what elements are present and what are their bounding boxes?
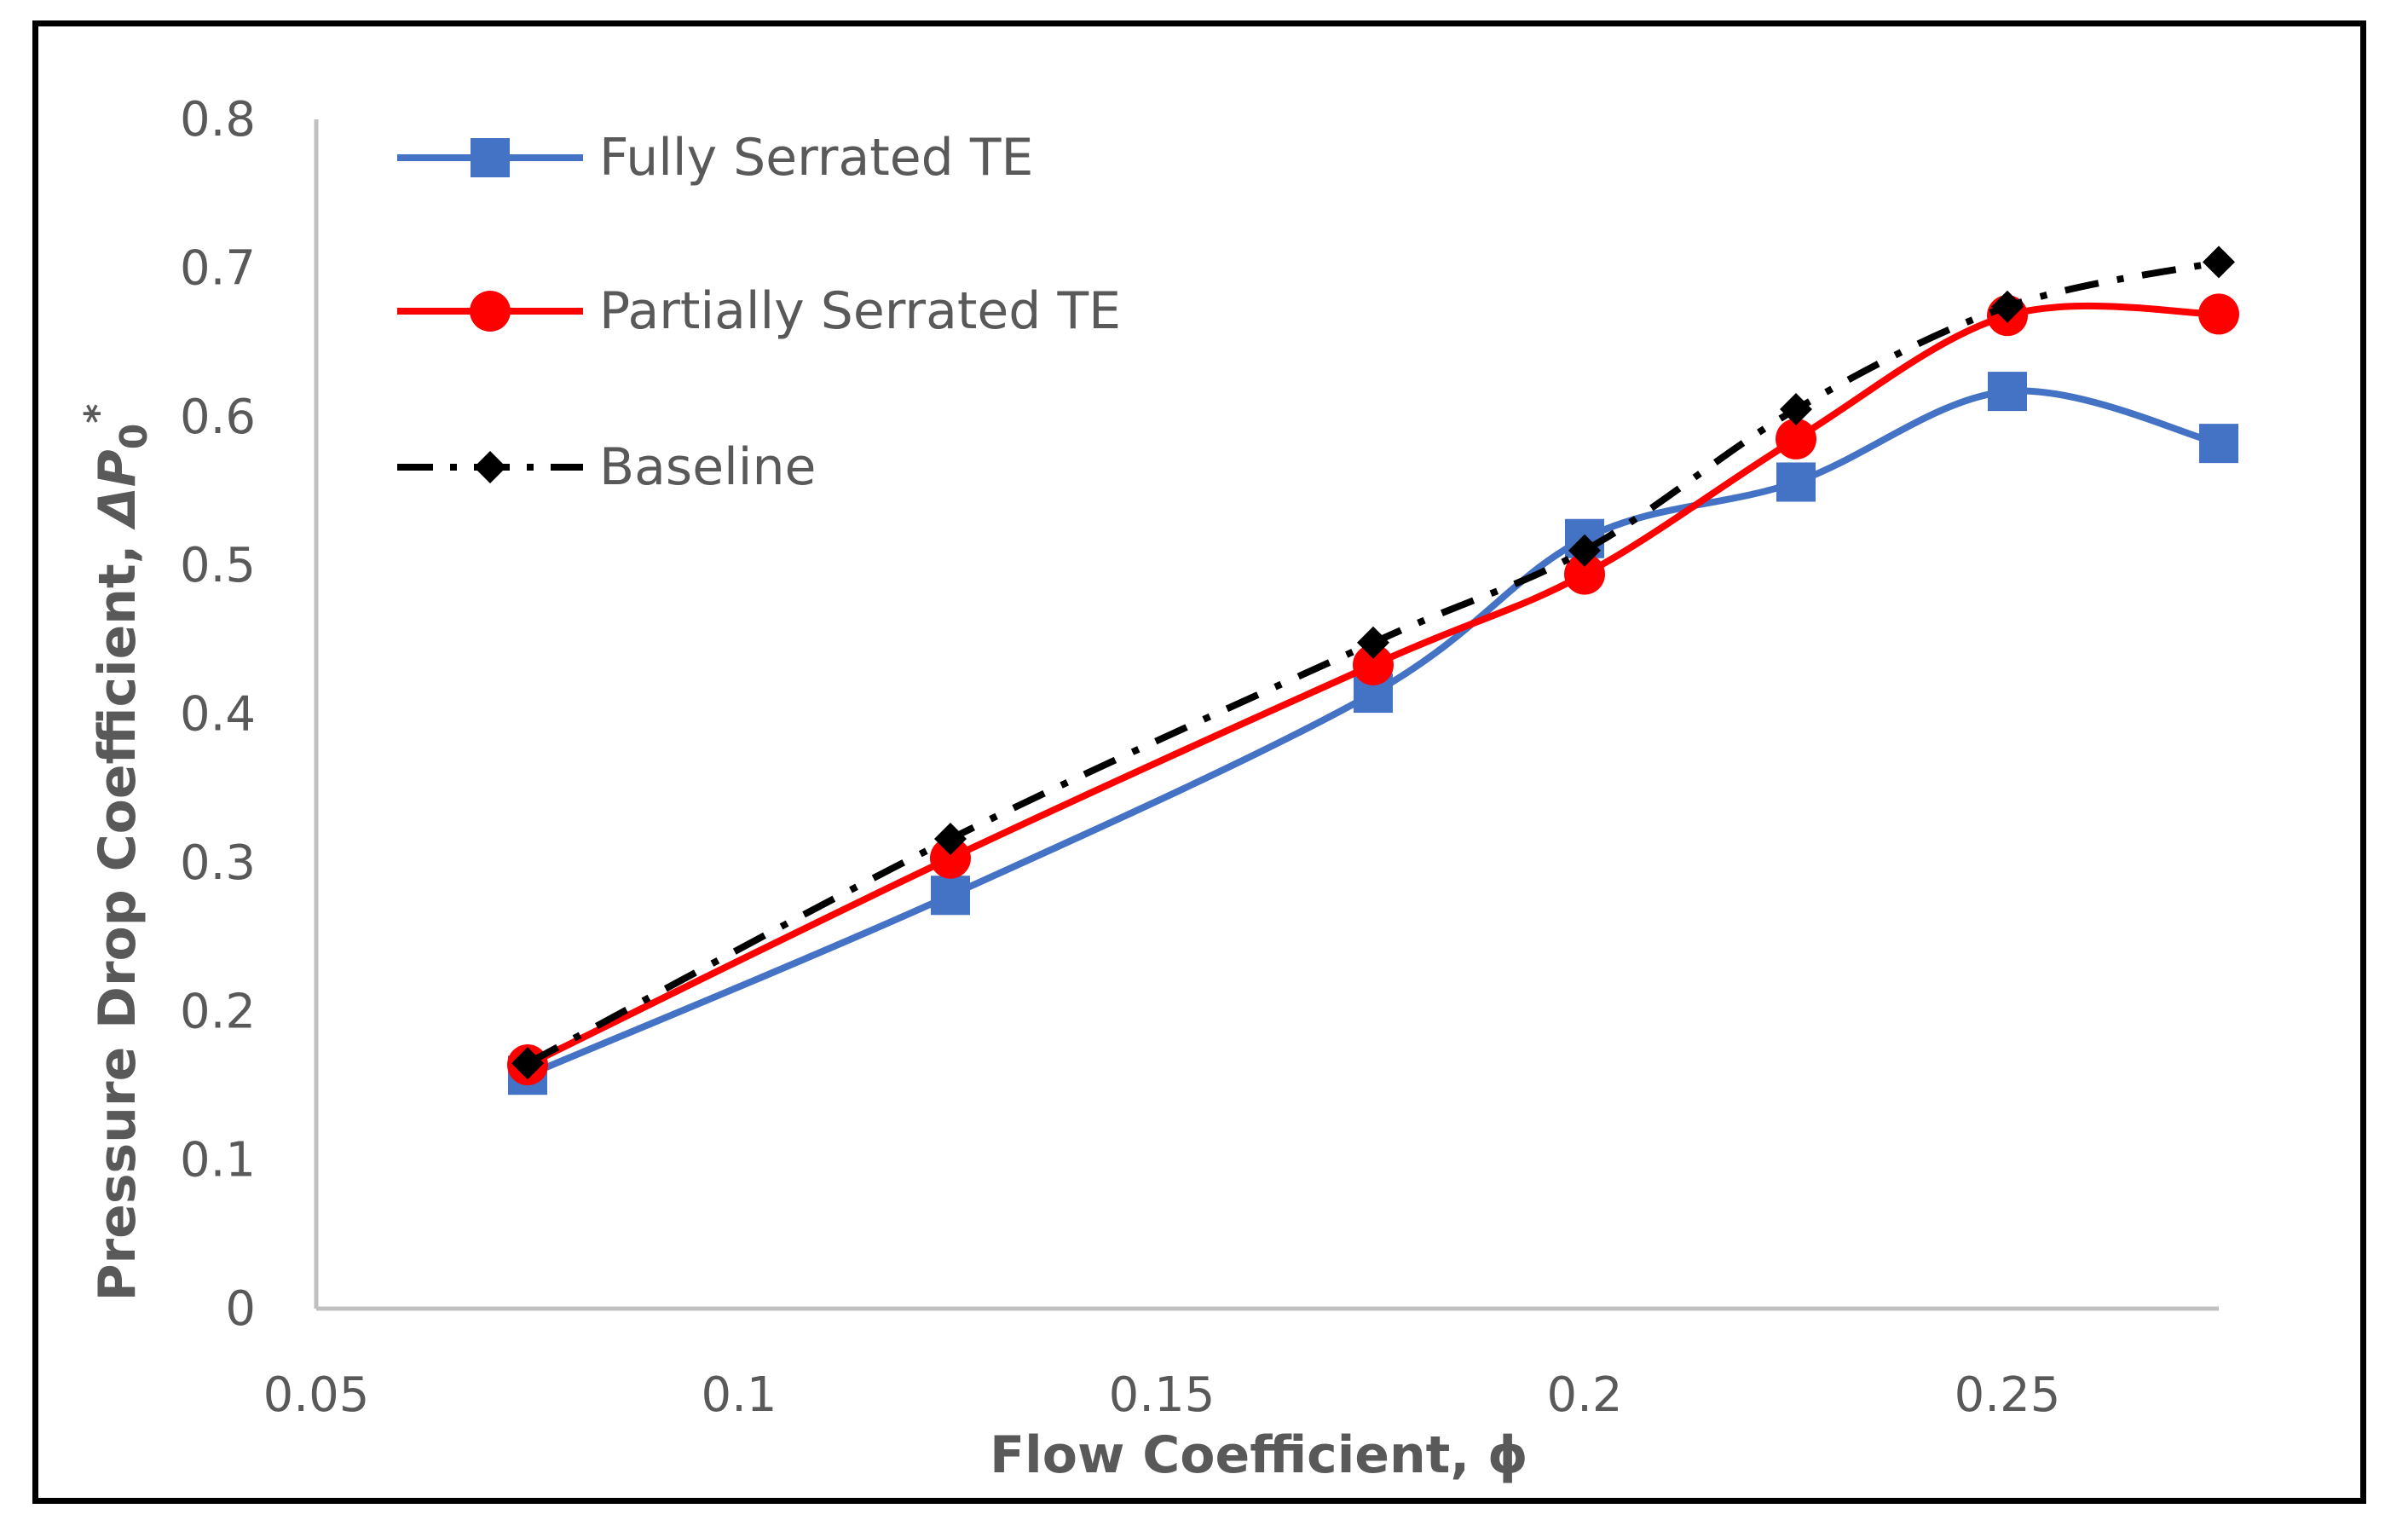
series-layer	[507, 246, 2239, 1095]
legend-item-partially-serrated-te: Partially Serrated TE	[397, 281, 1121, 341]
y-axis-title-superscript: *	[77, 404, 120, 424]
y-axis-title: Pressure Drop Coefficient, ΔP0*	[77, 404, 156, 1302]
baseline-marker	[1357, 626, 1389, 659]
baseline-marker	[1780, 393, 1812, 426]
legend-item-baseline: Baseline	[397, 437, 816, 497]
y-tick-label: 0.6	[180, 390, 256, 445]
baseline-marker	[2203, 246, 2235, 279]
y-tick-label: 0.4	[180, 687, 256, 743]
legend-partially-serrated-te-marker	[470, 291, 511, 332]
legend-baseline-marker	[474, 451, 506, 483]
legend-label: Fully Serrated TE	[599, 128, 1033, 188]
partially-serrated-te-marker	[2198, 293, 2239, 335]
x-tick-label: 0.1	[701, 1367, 777, 1423]
y-tick-label: 0.7	[180, 240, 256, 296]
partially-serrated-te-marker	[1564, 553, 1605, 595]
chart-frame	[32, 20, 2366, 1504]
y-axis-title-prefix: Pressure Drop Coefficient,	[88, 527, 147, 1302]
fully-serrated-te-marker	[1776, 462, 1816, 502]
x-tick-label: 0.25	[1955, 1367, 2061, 1423]
y-axis-title-subscript: 0	[113, 424, 156, 450]
fully-serrated-te-marker	[2199, 424, 2238, 464]
y-tick-label: 0.1	[180, 1133, 256, 1188]
legend-fully-serrated-te-marker	[471, 138, 510, 177]
partially-serrated-te-marker	[1776, 418, 1816, 460]
axes	[314, 119, 2219, 1311]
y-tick-label: 0.8	[180, 92, 256, 147]
partially-serrated-te-marker	[1353, 644, 1394, 685]
legend-label: Partially Serrated TE	[599, 281, 1121, 341]
x-tick-labels: 0.05 0.1 0.15 0.2 0.25	[263, 1367, 2061, 1423]
legend-label: Baseline	[599, 437, 816, 497]
baseline-marker	[934, 822, 967, 855]
baseline-series	[511, 246, 2235, 1080]
y-tick-label: 0	[225, 1281, 256, 1337]
baseline-marker	[1991, 290, 2024, 323]
x-tick-label: 0.2	[1546, 1367, 1622, 1423]
legend: Fully Serrated TE Partially Serrated TE Ba…	[397, 128, 1121, 497]
partially-serrated-te-series	[507, 293, 2239, 1086]
y-tick-label: 0.3	[180, 835, 256, 891]
baseline-line	[526, 258, 2220, 1066]
y-tick-label: 0.2	[180, 984, 256, 1039]
y-axis-title-symbol: ΔP	[88, 449, 147, 529]
fully-serrated-te-marker	[1988, 372, 2027, 412]
x-axis-title: Flow Coefficient, ϕ	[990, 1425, 1528, 1485]
x-tick-label: 0.05	[263, 1367, 370, 1423]
y-tick-labels: 0 0.1 0.2 0.3 0.4 0.5 0.6 0.7 0.8	[180, 92, 256, 1337]
partially-serrated-te-line	[526, 302, 2220, 1068]
y-tick-label: 0.5	[180, 538, 256, 593]
baseline-marker	[511, 1047, 544, 1080]
fully-serrated-te-marker	[931, 876, 970, 916]
x-tick-label: 0.15	[1109, 1367, 1216, 1423]
baseline-marker	[1568, 534, 1601, 567]
partially-serrated-te-marker	[930, 837, 971, 879]
legend-item-fully-serrated-te: Fully Serrated TE	[397, 128, 1033, 188]
